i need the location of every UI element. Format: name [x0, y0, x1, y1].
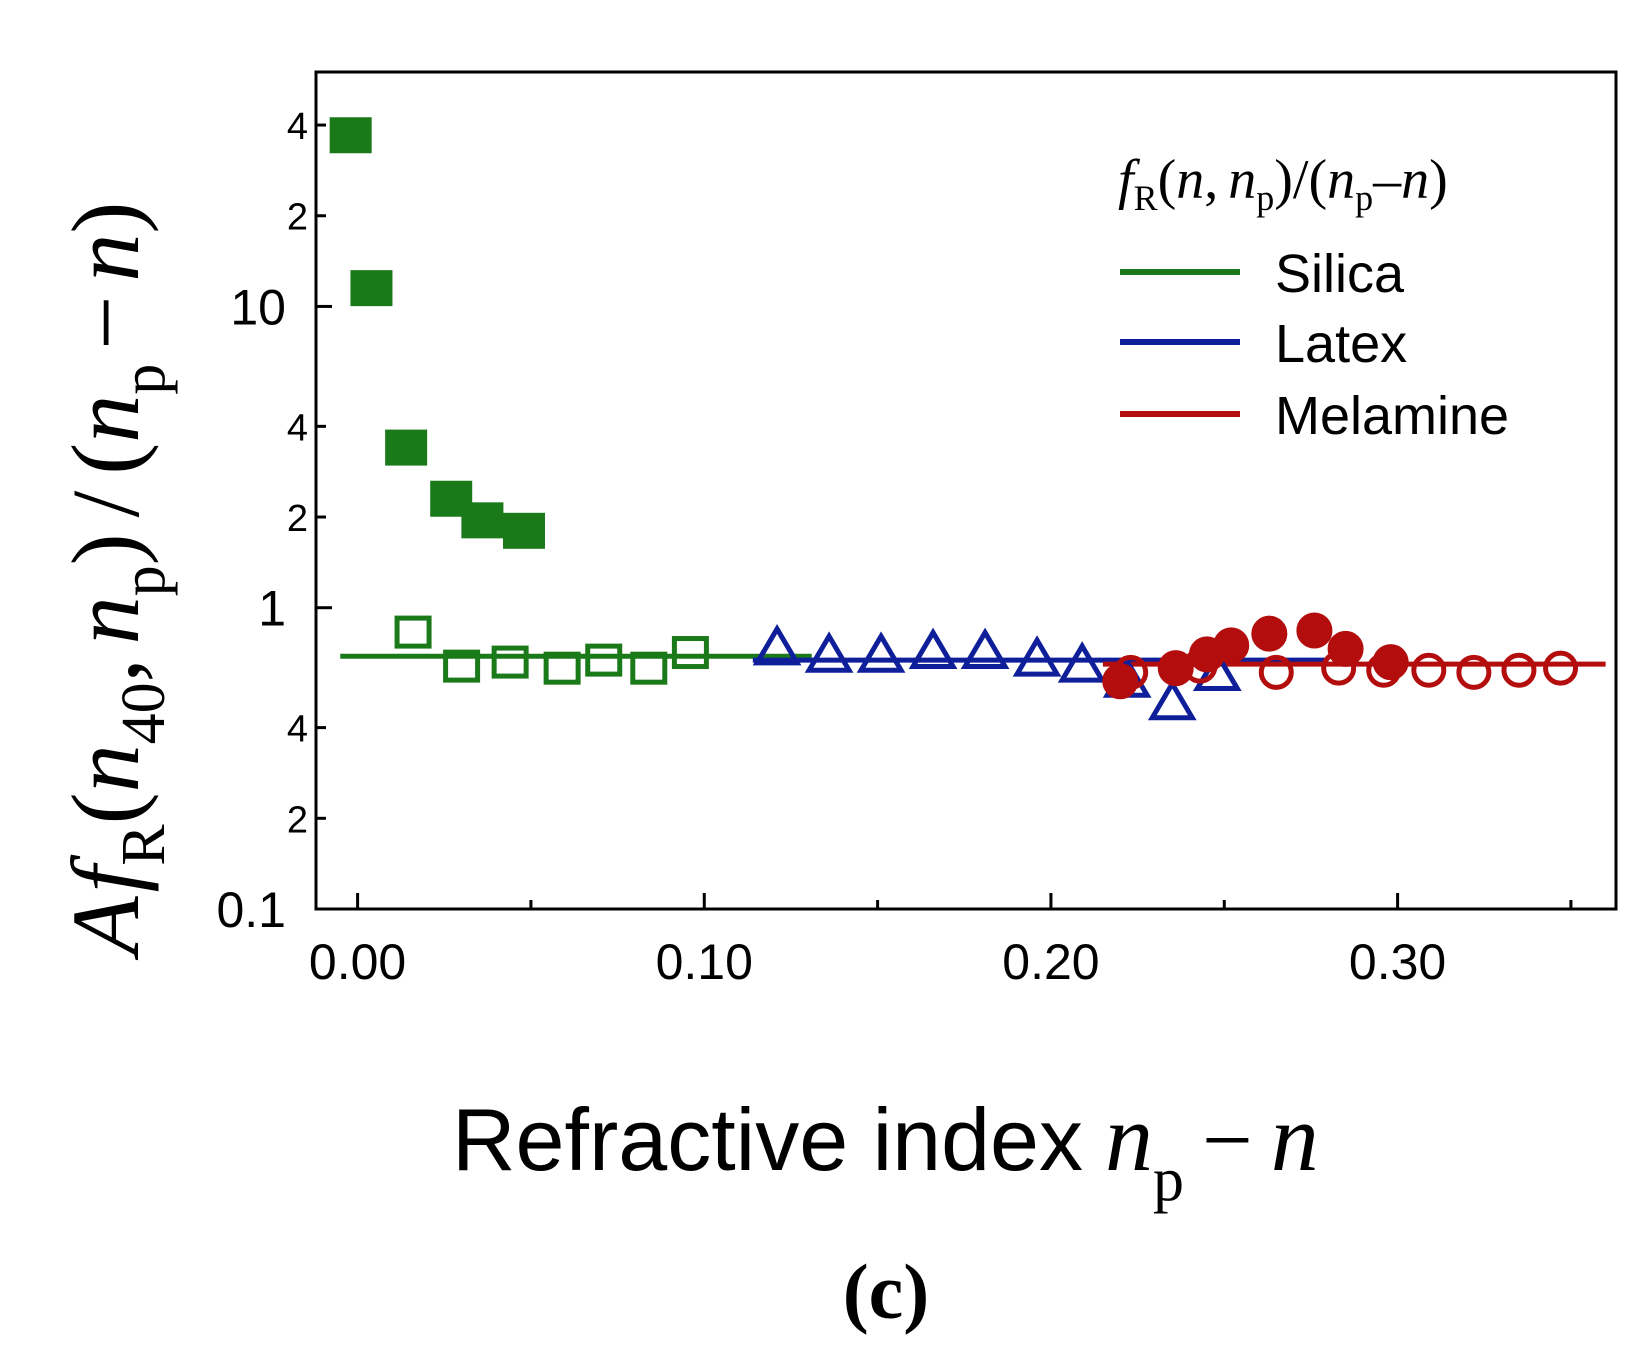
- y-minor-tick-label-3: 4: [287, 407, 308, 449]
- latex-point-6: [1057, 641, 1107, 683]
- y-minor-tick-label-0: 2: [287, 799, 308, 841]
- melamine-point-8: [1543, 650, 1579, 686]
- x-tick-label-0: 0.00: [309, 934, 406, 990]
- y-axis-label-np2-sub: p: [110, 364, 178, 395]
- y-minor-tick-label-5: 4: [287, 106, 308, 148]
- y-tick-label-1: 1: [258, 581, 286, 637]
- y-axis-label-minus: −: [52, 296, 159, 350]
- melamine-point-4: [1366, 652, 1402, 688]
- x-axis-label-text: Refractive index: [452, 1090, 1083, 1189]
- melamine-point-6: [1456, 654, 1492, 690]
- melamine-point-3: [1321, 650, 1357, 686]
- legend: fR(n, np)/(np–n) Silica Latex Melamine: [1118, 149, 1509, 446]
- melamine-filled-point-7: [1372, 644, 1409, 681]
- legend-label-melamine: Melamine: [1275, 386, 1509, 446]
- silica-filled-point-2: [385, 429, 428, 466]
- y-axis-label: AfR(n40,np)/(np−n): [52, 202, 178, 961]
- y-axis-label-np2: n: [52, 395, 159, 443]
- legend-title-mid: )/(: [1274, 149, 1327, 211]
- silica-point-0: [394, 615, 432, 649]
- legend-title-comma: ,: [1204, 149, 1218, 211]
- y-minor-tick-label-4: 2: [287, 197, 308, 239]
- melamine-filled-point-3: [1213, 627, 1250, 664]
- y-tick-label-2: 10: [230, 279, 286, 335]
- silica-point-2: [491, 645, 529, 679]
- legend-title: fR(n, np)/(np–n): [1118, 149, 1448, 218]
- y-axis-label-close: ): [52, 533, 159, 565]
- y-axis-label-n40: n: [52, 744, 159, 792]
- x-axis-label-sub: p: [1153, 1146, 1184, 1214]
- melamine-point-0: [1113, 654, 1149, 690]
- latex-point-1: [804, 631, 854, 673]
- latex-point-4: [960, 627, 1010, 670]
- y-axis-label-open2: (: [52, 443, 159, 475]
- latex-point-3: [908, 627, 958, 670]
- melamine-point-2: [1258, 654, 1294, 690]
- latex-point-2: [856, 631, 906, 673]
- latex-point-0: [752, 623, 802, 666]
- panel-label: (c): [843, 1248, 930, 1335]
- silica-filled-point-1: [350, 270, 393, 307]
- silica-point-4: [585, 643, 623, 677]
- silica-point-6: [671, 636, 709, 670]
- plot-frame: [314, 70, 1618, 911]
- legend-title-n2: n: [1401, 149, 1429, 211]
- legend-title-np2-sub: p: [1355, 178, 1373, 218]
- legend-label-silica: Silica: [1275, 244, 1405, 304]
- y-axis-label-np: n: [52, 596, 159, 644]
- y-axis-label-open: (: [52, 792, 159, 824]
- x-axis-label-var2: n: [1271, 1084, 1319, 1191]
- melamine-filled-point-5: [1296, 612, 1333, 649]
- y-axis-label-slash: /: [52, 490, 159, 517]
- silica-filled-point-0: [329, 117, 372, 154]
- legend-title-n: n: [1176, 149, 1204, 211]
- x-axis-label-var: n: [1105, 1084, 1153, 1191]
- y-axis-label-n: n: [52, 234, 159, 282]
- silica-filled-point-5: [503, 512, 545, 549]
- y-axis-label-np-sub: p: [110, 565, 178, 596]
- melamine-point-5: [1411, 652, 1447, 688]
- legend-title-np: n: [1228, 149, 1256, 211]
- y-axis-label-f-sub: R: [110, 824, 178, 866]
- x-tick-label-2: 0.20: [1002, 934, 1099, 990]
- melamine-point-7: [1501, 652, 1537, 688]
- melamine-filled-point-6: [1327, 630, 1364, 667]
- y-tick-label-0: 0.1: [216, 882, 286, 938]
- x-axis: 0.00 0.10 0.20 0.30: [309, 893, 1573, 990]
- legend-title-f-sub: R: [1134, 178, 1158, 218]
- melamine-point-1: [1182, 648, 1218, 684]
- x-axis-label-minus: −: [1202, 1091, 1253, 1190]
- legend-title-open: (: [1158, 149, 1177, 211]
- legend-title-close: ): [1429, 149, 1448, 211]
- x-axis-label: Refractive index np − n: [452, 1084, 1319, 1214]
- legend-title-np2: n: [1327, 149, 1355, 211]
- latex-point-8: [1147, 678, 1197, 721]
- y-axis-label-A: A: [52, 896, 159, 961]
- y-axis-label-comma: ,: [52, 658, 159, 682]
- melamine-filled-point-4: [1251, 615, 1288, 652]
- y-axis-label-close2: ): [52, 202, 159, 234]
- y-minor-tick-label-2: 2: [287, 498, 308, 540]
- y-axis-label-n40-sub: 40: [110, 682, 178, 744]
- silica-point-5: [630, 651, 668, 685]
- y-minor-tick-label-1: 4: [287, 709, 308, 751]
- legend-title-np-sub: p: [1256, 178, 1274, 218]
- silica-point-1: [443, 649, 481, 683]
- x-tick-label-1: 0.10: [656, 934, 753, 990]
- data-markers: [329, 117, 1579, 721]
- x-tick-label-3: 0.30: [1349, 934, 1446, 990]
- legend-label-latex: Latex: [1275, 314, 1407, 374]
- legend-title-dash: –: [1372, 149, 1402, 211]
- silica-point-3: [543, 651, 581, 685]
- silica-filled-point-4: [461, 502, 504, 539]
- latex-point-5: [1012, 635, 1062, 677]
